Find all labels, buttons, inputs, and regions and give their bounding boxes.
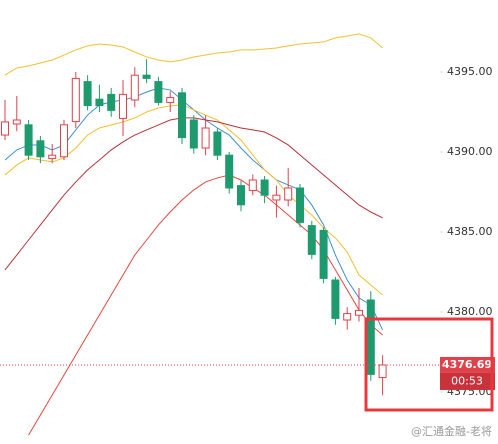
indicator-line xyxy=(28,174,383,436)
candle-body xyxy=(213,131,222,156)
candle-body xyxy=(142,74,151,79)
candle-body xyxy=(307,225,316,255)
candle-body xyxy=(331,279,340,319)
countdown-box xyxy=(440,372,495,390)
candle-body xyxy=(284,187,293,201)
candle-body xyxy=(225,154,234,189)
candle-body xyxy=(319,229,328,279)
candle-body xyxy=(24,124,33,156)
candle-body xyxy=(272,194,281,201)
candle-body xyxy=(95,98,104,107)
candle-body xyxy=(130,74,139,101)
candle-body xyxy=(237,185,245,206)
candle-body xyxy=(366,299,375,375)
candle-body xyxy=(119,93,127,119)
candle-body xyxy=(12,119,21,125)
candle-body xyxy=(1,121,9,136)
candle-body xyxy=(189,119,198,149)
candle-body xyxy=(378,364,387,379)
countdown-label: 00:53 xyxy=(451,374,483,387)
highlight-frame xyxy=(364,317,494,412)
candle-body xyxy=(166,97,175,103)
candle-body xyxy=(36,140,45,158)
candle-body xyxy=(260,179,269,196)
candle-body xyxy=(343,313,352,321)
candle-body xyxy=(178,92,186,139)
candle-body xyxy=(83,81,92,107)
candle-body xyxy=(154,81,163,103)
candle-body xyxy=(48,154,57,159)
indicator-line xyxy=(4,33,383,76)
candle-body xyxy=(355,309,363,316)
y-tick-label: 4390.00 xyxy=(447,145,493,158)
candle-body xyxy=(60,124,68,158)
candle-body xyxy=(296,187,304,223)
y-tick-label: 4395.00 xyxy=(447,65,493,78)
candle-body xyxy=(71,77,80,123)
last-price-label: 4376.69 xyxy=(442,358,492,371)
y-tick-label: 4380.00 xyxy=(447,305,493,318)
candle-body xyxy=(107,93,116,111)
watermark: @汇通金融-老将 xyxy=(411,424,492,438)
price-label-box xyxy=(440,356,495,373)
candle-body xyxy=(201,127,210,149)
y-tick-label: 4385.00 xyxy=(447,225,493,238)
candle-body xyxy=(248,179,257,191)
